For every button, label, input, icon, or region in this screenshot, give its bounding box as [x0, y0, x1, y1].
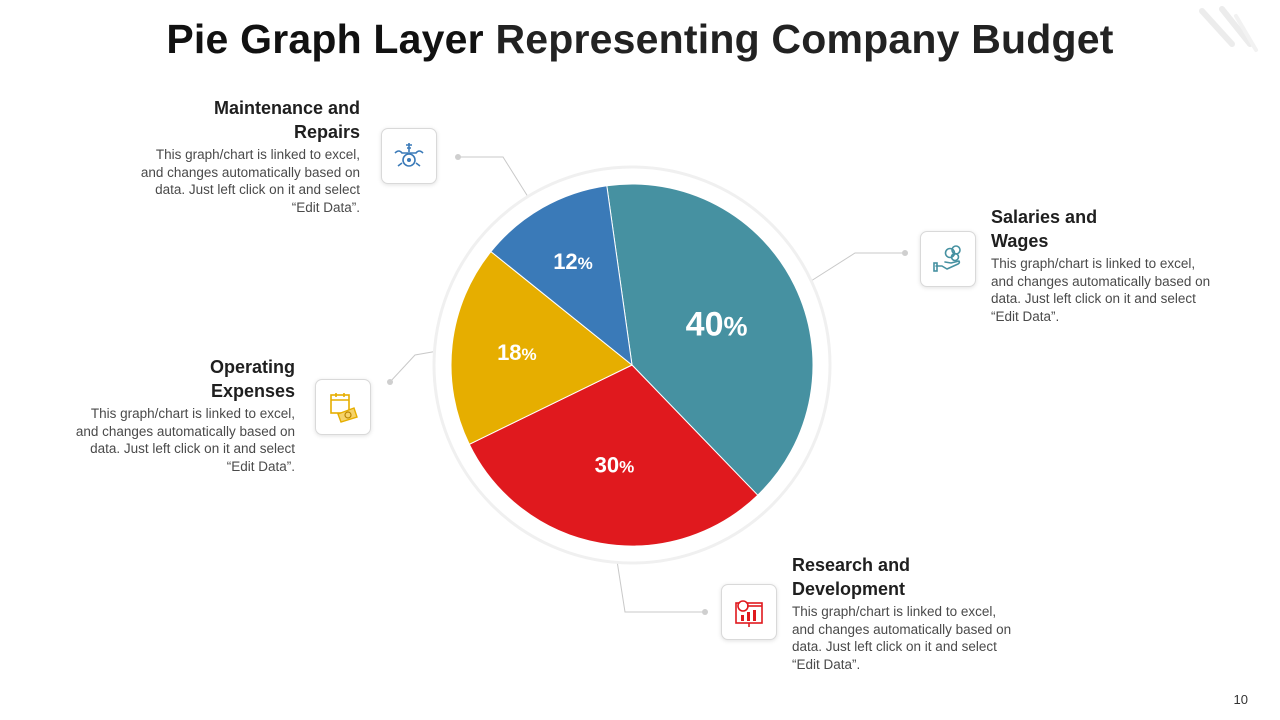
label-40: 40%: [686, 306, 748, 344]
section-operating: Operating Expenses This graph/chart is l…: [65, 355, 295, 475]
connector-dot-operating: [387, 379, 393, 385]
connector-lines: [387, 154, 908, 615]
connector-dot-maintenance: [455, 154, 461, 160]
label-18: 18%: [497, 340, 537, 365]
pie-slices: [450, 183, 814, 547]
maintenance-description: This graph/chart is linked to excel, and…: [140, 147, 360, 215]
operating-heading: Operating Expenses: [65, 355, 295, 403]
research-chart-icon: [721, 584, 777, 640]
section-maintenance: Maintenance and Repairs This graph/chart…: [130, 96, 360, 216]
page-title: Pie Graph Layer Representing Company Bud…: [0, 16, 1280, 63]
slice-maintenance: [490, 185, 633, 367]
salaries-heading-line2: Wages: [991, 231, 1049, 251]
label-12: 12%: [553, 249, 593, 274]
connector-salaries: [799, 252, 905, 289]
decorative-stripes: [1199, 6, 1258, 52]
hand-coins-icon: [920, 231, 976, 287]
research-heading-line1: Research and: [792, 555, 911, 575]
section-salaries: Salaries and Wages This graph/chart is l…: [991, 205, 1221, 325]
salaries-heading: Salaries and Wages: [991, 205, 1221, 253]
salaries-description: This graph/chart is linked to excel, and…: [991, 256, 1211, 324]
title-bold-part: Pie Graph Layer: [166, 16, 484, 62]
connector-dot-salaries: [902, 250, 908, 256]
research-heading: Research and Development: [792, 553, 1022, 601]
section-research: Research and Development This graph/char…: [792, 553, 1022, 673]
title-rest-part: Representing Company Budget: [495, 16, 1114, 62]
research-description: This graph/chart is linked to excel, and…: [792, 604, 1012, 672]
pie-slice-labels: 40% 30% 18% 12%: [497, 249, 747, 478]
tools-gear-icon: [381, 128, 437, 184]
research-heading-line2: Development: [792, 579, 906, 599]
connector-dot-research: [702, 609, 708, 615]
salaries-heading-line1: Salaries and: [991, 207, 1098, 227]
calendar-money-icon: [315, 379, 371, 435]
slice-salaries: [606, 183, 814, 496]
page-number: 10: [1233, 692, 1248, 707]
maintenance-heading-line1: Maintenance and: [213, 98, 360, 118]
connector-maintenance: [458, 156, 536, 209]
connector-research: [614, 547, 705, 613]
label-30: 30%: [595, 453, 635, 478]
slice-operating: [450, 250, 633, 446]
operating-heading-line1: Operating: [209, 357, 295, 377]
maintenance-heading: Maintenance and Repairs: [130, 96, 360, 144]
slice-research: [468, 364, 759, 547]
operating-heading-line2: Expenses: [210, 381, 295, 401]
maintenance-heading-line2: Repairs: [293, 122, 360, 142]
operating-description: This graph/chart is linked to excel, and…: [75, 406, 295, 474]
